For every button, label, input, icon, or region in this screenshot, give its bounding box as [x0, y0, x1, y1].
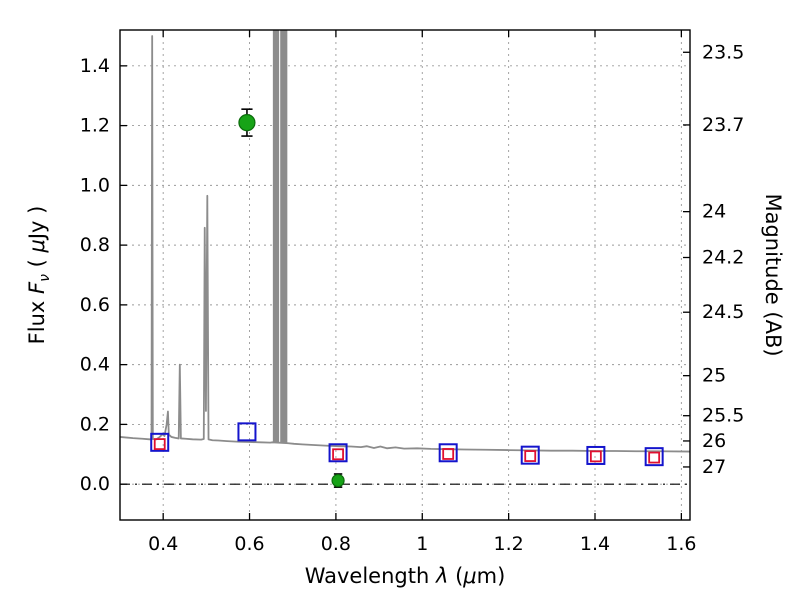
band-photometry-marker	[332, 448, 344, 461]
band-photometry-marker	[153, 438, 166, 451]
x-tick-label: 0.8	[321, 533, 351, 555]
x-axis-label: Wavelength λ (μm)	[305, 564, 506, 588]
model-photometry-marker	[150, 432, 170, 452]
y-right-tick-label: 23.7	[702, 114, 744, 136]
y-left-tick-label: 0.6	[80, 294, 110, 316]
x-tick-label: 0.4	[148, 533, 178, 555]
y-right-tick-label: 27	[702, 456, 726, 478]
x-tick-label: 1.4	[580, 533, 610, 555]
x-tick-label: 0.6	[234, 533, 264, 555]
model-photometry-marker	[328, 443, 348, 463]
emission-line-band	[280, 30, 288, 443]
y-right-tick-label: 24.5	[702, 301, 744, 323]
y-right-tick-label: 25	[702, 365, 726, 387]
spectrum-line	[120, 30, 690, 453]
y-left-tick-label: 1.2	[80, 115, 110, 137]
model-photometry	[150, 422, 664, 467]
band-photometry-marker	[524, 450, 537, 462]
model-photometry-marker	[644, 447, 664, 467]
emission-line-band	[272, 30, 280, 443]
band-photometry	[153, 438, 661, 464]
x-tick-label: 1	[416, 533, 428, 555]
y-left-tick-label: 0.4	[80, 354, 110, 376]
model-photometry-marker	[586, 445, 606, 465]
observed-photometry-marker	[238, 114, 256, 132]
axis-labels: Wavelength λ (μm) Flux Fν ( μJy ) Magnitud…	[25, 193, 785, 588]
y-right-tick-label: 26	[702, 430, 726, 452]
x-tick-label: 1.2	[494, 533, 524, 555]
axes	[119, 29, 691, 521]
model-photometry-marker	[520, 445, 540, 465]
y-left-tick-label: 0.8	[80, 234, 110, 256]
y-left-axis-label: Flux Fν ( μJy )	[25, 206, 53, 345]
x-tick-label: 1.6	[666, 533, 696, 555]
observed-photometry	[238, 108, 345, 488]
band-photometry-marker	[589, 450, 602, 463]
y-right-tick-label: 24	[702, 201, 726, 223]
y-left-tick-label: 0.0	[80, 473, 110, 495]
y-left-tick-label: 1.0	[80, 174, 110, 196]
model-photometry-marker	[237, 422, 257, 442]
y-left-tick-label: 0.2	[80, 413, 110, 435]
model-photometry-marker	[438, 443, 458, 463]
y-right-axis-label: Magnitude (AB)	[761, 193, 785, 356]
tick-labels: 0.4 0.6 0.8 1 1.2 1.4 1.6 0.0 0.2 0.4 0.6 0.8 1.0 1.2…	[80, 41, 745, 555]
band-photometry-marker	[442, 448, 455, 460]
y-left-tick-label: 1.4	[80, 55, 110, 77]
y-right-tick-label: 23.5	[702, 41, 744, 63]
band-photometry-marker	[648, 451, 661, 464]
y-right-tick-label: 24.2	[702, 246, 744, 268]
y-right-tick-label: 25.5	[702, 405, 744, 427]
observed-photometry-marker	[331, 473, 345, 488]
gridlines	[120, 30, 690, 520]
